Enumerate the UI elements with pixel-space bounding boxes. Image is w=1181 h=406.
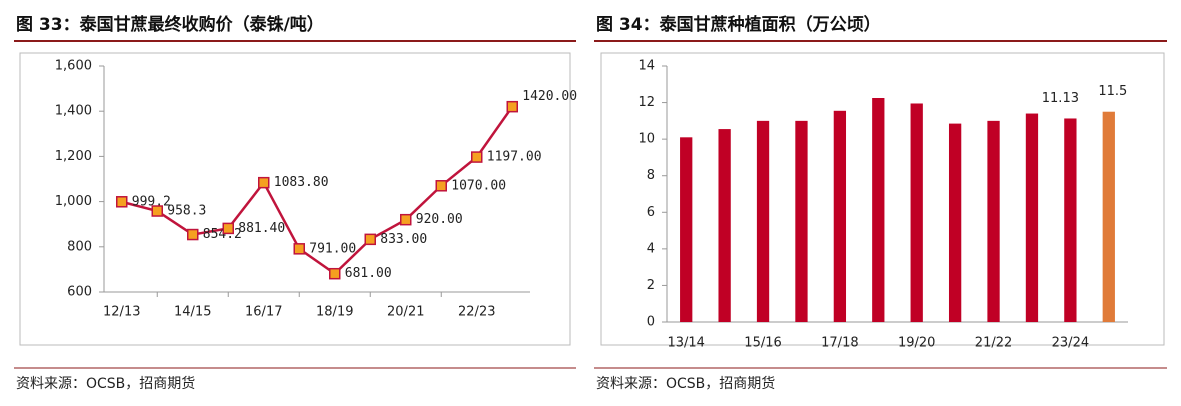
source-note: 资料来源：OCSB，招商期货	[596, 375, 775, 392]
y-tick-label: 1,600	[55, 59, 92, 74]
value-label: 833.00	[380, 232, 427, 247]
chart-title: 图 34：泰国甘蔗种植面积（万公顷）	[596, 14, 881, 35]
bar	[1064, 118, 1077, 322]
point-marker	[258, 176, 270, 189]
point-marker	[471, 151, 483, 163]
bar	[1025, 113, 1039, 323]
y-tick-label: 800	[67, 239, 92, 254]
y-tick-label: 14	[638, 59, 655, 74]
y-tick-label: 600	[67, 285, 92, 300]
y-tick-label: 2	[647, 278, 655, 293]
y-tick-label: 4	[647, 241, 655, 256]
y-tick-label: 8	[647, 168, 655, 183]
chart-frame	[19, 52, 571, 346]
value-label: 681.00	[345, 266, 392, 281]
x-tick-label: 17/18	[821, 336, 858, 351]
point-marker	[116, 196, 128, 208]
x-tick-label: 20/21	[387, 305, 424, 320]
value-label: 1197.00	[487, 150, 542, 165]
value-label: 1070.00	[451, 178, 506, 193]
bar	[987, 120, 1000, 322]
point-marker	[400, 213, 412, 226]
x-tick-label: 18/19	[316, 305, 353, 320]
bar	[833, 110, 847, 322]
bar	[680, 137, 693, 322]
y-tick-label: 1,200	[55, 149, 92, 164]
value-label: 1083.80	[274, 175, 329, 190]
value-label: 958.3	[167, 204, 206, 219]
chart-frame	[600, 52, 1165, 346]
x-tick-label: 22/23	[458, 305, 495, 320]
y-tick-label: 10	[638, 132, 655, 147]
value-label: 11.5	[1098, 84, 1127, 99]
bar	[718, 129, 731, 322]
value-label: 11.13	[1042, 91, 1079, 106]
point-marker	[435, 180, 447, 192]
line-series	[121, 105, 514, 276]
bar	[910, 103, 923, 322]
chart-title: 图 33：泰国甘蔗最终收购价（泰铢/吨）	[16, 14, 324, 35]
value-label: 854.2	[203, 227, 242, 242]
x-tick-label: 16/17	[245, 305, 282, 320]
x-tick-label: 23/24	[1052, 336, 1089, 351]
x-tick-label: 15/16	[744, 336, 781, 351]
x-tick-label: 12/13	[103, 305, 140, 320]
y-tick-label: 6	[647, 205, 655, 220]
source-note: 资料来源：OCSB，招商期货	[16, 375, 195, 392]
value-label: 999.2	[132, 194, 171, 209]
x-tick-label: 14/15	[174, 305, 211, 320]
bar	[1102, 111, 1115, 322]
point-marker	[151, 205, 163, 217]
value-label: 920.00	[416, 212, 463, 227]
bar	[795, 120, 808, 322]
point-marker	[187, 228, 199, 241]
x-tick-label: 13/14	[667, 336, 704, 351]
point-marker	[329, 267, 341, 280]
x-tick-label: 21/22	[975, 336, 1012, 351]
y-tick-label: 0	[647, 315, 655, 330]
y-tick-label: 12	[638, 95, 655, 110]
bar	[756, 120, 770, 322]
bar	[948, 123, 962, 322]
point-marker	[364, 233, 376, 246]
bar	[872, 98, 885, 322]
point-marker	[293, 243, 305, 255]
value-label: 1420.00	[522, 89, 577, 104]
point-marker	[222, 222, 234, 235]
point-marker	[506, 100, 518, 113]
x-tick-label: 19/20	[898, 336, 935, 351]
y-tick-label: 1,400	[55, 104, 92, 119]
y-tick-label: 1,000	[55, 194, 92, 209]
value-label: 791.00	[309, 241, 356, 256]
value-label: 881.40	[238, 221, 285, 236]
